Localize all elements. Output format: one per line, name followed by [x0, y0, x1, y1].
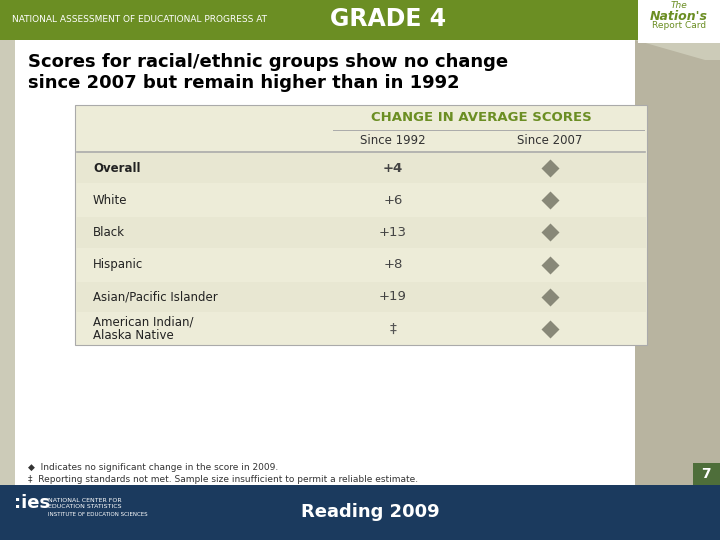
Text: Asian/Pacific Islander: Asian/Pacific Islander [93, 290, 217, 303]
Text: +19: +19 [379, 290, 407, 303]
Text: NATIONAL ASSESSMENT OF EDUCATIONAL PROGRESS AT: NATIONAL ASSESSMENT OF EDUCATIONAL PROGR… [12, 16, 267, 24]
Text: Reading 2009: Reading 2009 [301, 503, 439, 521]
Text: Hispanic: Hispanic [93, 258, 143, 271]
Text: The: The [670, 2, 688, 10]
Polygon shape [15, 40, 705, 485]
FancyBboxPatch shape [76, 153, 646, 183]
FancyBboxPatch shape [693, 463, 720, 485]
Text: Report Card: Report Card [652, 22, 706, 30]
FancyBboxPatch shape [76, 217, 646, 247]
Text: ◆  Indicates no significant change in the score in 2009.: ◆ Indicates no significant change in the… [28, 463, 278, 472]
FancyBboxPatch shape [75, 105, 647, 345]
FancyBboxPatch shape [0, 485, 720, 540]
Text: ‡: ‡ [390, 322, 397, 336]
Text: CHANGE IN AVERAGE SCORES: CHANGE IN AVERAGE SCORES [371, 111, 592, 124]
FancyBboxPatch shape [76, 282, 646, 312]
Text: White: White [93, 194, 127, 207]
Text: :ies: :ies [14, 494, 50, 512]
Text: Black: Black [93, 226, 125, 239]
Text: American Indian/: American Indian/ [93, 315, 194, 328]
Text: Since 2007: Since 2007 [517, 134, 582, 147]
Text: Scores for racial/ethnic groups show no change: Scores for racial/ethnic groups show no … [28, 53, 508, 71]
Text: Nation's: Nation's [650, 10, 708, 23]
Text: INSTITUTE OF EDUCATION SCIENCES: INSTITUTE OF EDUCATION SCIENCES [48, 511, 148, 516]
Polygon shape [635, 40, 720, 485]
FancyBboxPatch shape [638, 0, 720, 43]
Text: +6: +6 [383, 194, 402, 207]
FancyBboxPatch shape [0, 0, 720, 40]
Text: GRADE 4: GRADE 4 [330, 7, 446, 31]
Text: Alaska Native: Alaska Native [93, 329, 174, 342]
Text: ‡  Reporting standards not met. Sample size insufficient to permit a reliable es: ‡ Reporting standards not met. Sample si… [28, 476, 418, 484]
Text: 7: 7 [701, 467, 711, 481]
Text: Overall: Overall [93, 161, 140, 174]
Text: +8: +8 [383, 258, 402, 271]
Text: +4: +4 [383, 161, 403, 174]
Text: Since 1992: Since 1992 [360, 134, 426, 147]
Text: EDUCATION STATISTICS: EDUCATION STATISTICS [48, 504, 122, 510]
Text: since 2007 but remain higher than in 1992: since 2007 but remain higher than in 199… [28, 74, 459, 92]
Text: NATIONAL CENTER FOR: NATIONAL CENTER FOR [48, 497, 122, 503]
Text: +13: +13 [379, 226, 407, 239]
